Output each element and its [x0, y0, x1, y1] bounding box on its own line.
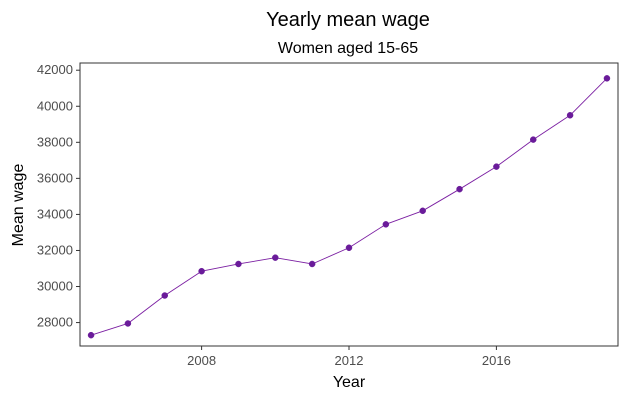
chart-subtitle: Women aged 15-65: [278, 40, 418, 57]
y-tick-label-34000: 34000: [37, 206, 73, 221]
y-tick-label-38000: 38000: [37, 134, 73, 149]
x-tick-label-2008: 2008: [187, 353, 216, 368]
series-line-0: [90, 77, 608, 336]
y-axis-title: Mean wage: [10, 164, 27, 247]
data-point-2012: [345, 244, 353, 252]
x-tick-label-2012: 2012: [335, 353, 364, 368]
data-point-2018: [566, 112, 574, 119]
x-axis-ticks: 2008 2012 2016: [187, 346, 511, 368]
y-tick-label-30000: 30000: [37, 279, 73, 294]
y-tick-label-28000: 28000: [37, 315, 73, 330]
data-point-2006: [124, 320, 132, 327]
data-point-2005: [87, 331, 95, 339]
y-tick-label-32000: 32000: [37, 242, 73, 257]
data-point-2011: [308, 260, 316, 268]
y-tick-label-40000: 40000: [37, 98, 73, 113]
x-tick-label-2016: 2016: [482, 353, 511, 368]
data-point-2007: [161, 292, 169, 299]
data-point-2010: [272, 254, 279, 261]
x-axis-title: Year: [333, 374, 366, 391]
data-point-2017: [529, 136, 537, 143]
y-axis-ticks: 28000 30000 32000 34000 36000 38000 40000 42000: [37, 62, 80, 330]
data-point-2009: [235, 260, 242, 268]
data-point-2013: [382, 221, 390, 228]
data-point-2016: [493, 163, 500, 170]
data-point-2008: [198, 267, 205, 275]
data-point-2015: [456, 185, 463, 193]
data-point-2019: [603, 75, 611, 82]
chart-title: Yearly mean wage: [266, 9, 430, 31]
plot-frame: [79, 62, 619, 347]
series-layer: [87, 75, 611, 339]
y-tick-label-36000: 36000: [37, 170, 73, 185]
y-tick-label-42000: 42000: [37, 62, 73, 77]
data-point-2014: [419, 207, 426, 215]
